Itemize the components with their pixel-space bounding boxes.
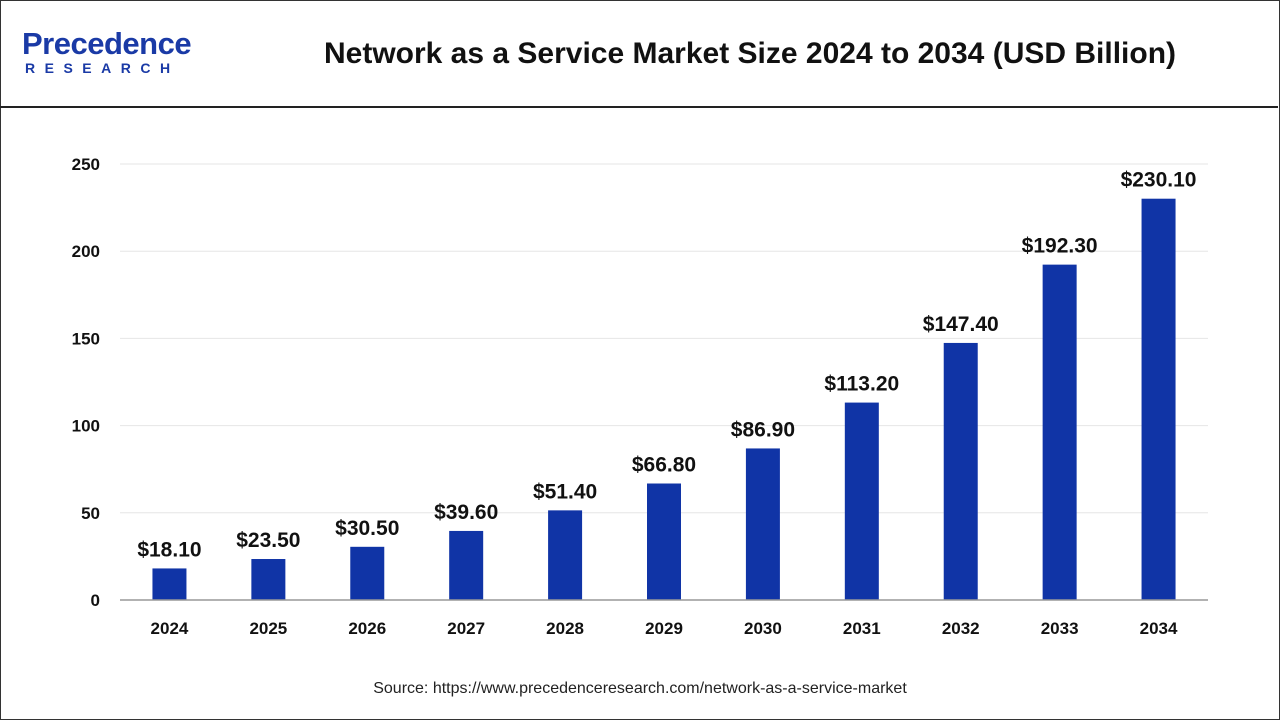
- gridlines: [120, 163, 1208, 514]
- bar-2034: [1141, 198, 1176, 600]
- data-labels: $18.10 $23.50 $30.50 $39.60 $51.40 $66.80 $86.…: [137, 169, 1196, 562]
- bar-2027: [449, 530, 484, 600]
- bar-2025: [251, 559, 286, 600]
- brand-logo: Precedence RESEARCH: [22, 26, 192, 77]
- bar-2030: [745, 448, 780, 600]
- data-label-2028: $51.40: [533, 480, 597, 503]
- x-tick-label-2031: 2031: [843, 619, 881, 638]
- data-label-2026: $30.50: [335, 517, 399, 540]
- data-label-2033: $192.30: [1022, 235, 1098, 258]
- x-tick-label-2033: 2033: [1041, 619, 1079, 638]
- logo-wordmark: Precedence: [22, 26, 192, 61]
- y-tick-label: 250: [72, 155, 100, 174]
- data-label-2025: $23.50: [236, 529, 300, 552]
- y-tick-label: 100: [72, 417, 100, 436]
- x-tick-label-2026: 2026: [348, 619, 386, 638]
- x-tick-label-2027: 2027: [447, 619, 485, 638]
- x-tick-label-2024: 2024: [151, 619, 189, 638]
- bar-2026: [350, 546, 385, 600]
- data-label-2027: $39.60: [434, 501, 498, 524]
- data-label-2031: $113.20: [824, 373, 899, 396]
- data-label-2034: $230.10: [1121, 169, 1197, 192]
- y-tick-label: 0: [91, 591, 100, 610]
- y-tick-label: 150: [72, 329, 100, 348]
- y-tick-label: 50: [81, 504, 100, 523]
- bar-2032: [943, 342, 978, 600]
- bars: [152, 198, 1176, 600]
- data-label-2030: $86.90: [731, 418, 795, 441]
- chart-title: Network as a Service Market Size 2024 to…: [323, 37, 1177, 70]
- x-tick-label-2034: 2034: [1140, 619, 1178, 638]
- x-tick-label-2029: 2029: [645, 619, 683, 638]
- bar-chart: 0 50 100 150 200 250 $18.10 $23.50 $30.50 $39.60…: [72, 155, 1208, 638]
- y-tick-label: 200: [72, 242, 100, 261]
- x-tick-label-2025: 2025: [249, 619, 287, 638]
- x-tick-label-2028: 2028: [546, 619, 584, 638]
- bar-2033: [1042, 264, 1077, 600]
- data-label-2029: $66.80: [632, 454, 696, 477]
- source-note: Source: https://www.precedenceresearch.c…: [373, 680, 907, 697]
- x-axis-ticks: 2024 2025 2026 2027 2028 2029 2030 2031 2032 2033…: [151, 619, 1178, 638]
- bar-2029: [647, 483, 681, 600]
- logo-subtitle: RESEARCH: [25, 60, 180, 76]
- y-axis-ticks: 0 50 100 150 200 250: [72, 155, 100, 610]
- bar-2031: [844, 402, 879, 600]
- bar-2028: [548, 510, 583, 600]
- data-label-2024: $18.10: [137, 538, 201, 561]
- x-tick-label-2032: 2032: [942, 619, 980, 638]
- header: Precedence RESEARCH Network as a Service…: [0, 0, 1278, 108]
- x-tick-label-2030: 2030: [744, 619, 782, 638]
- data-label-2032: $147.40: [923, 313, 999, 336]
- bar-2024: [152, 568, 187, 600]
